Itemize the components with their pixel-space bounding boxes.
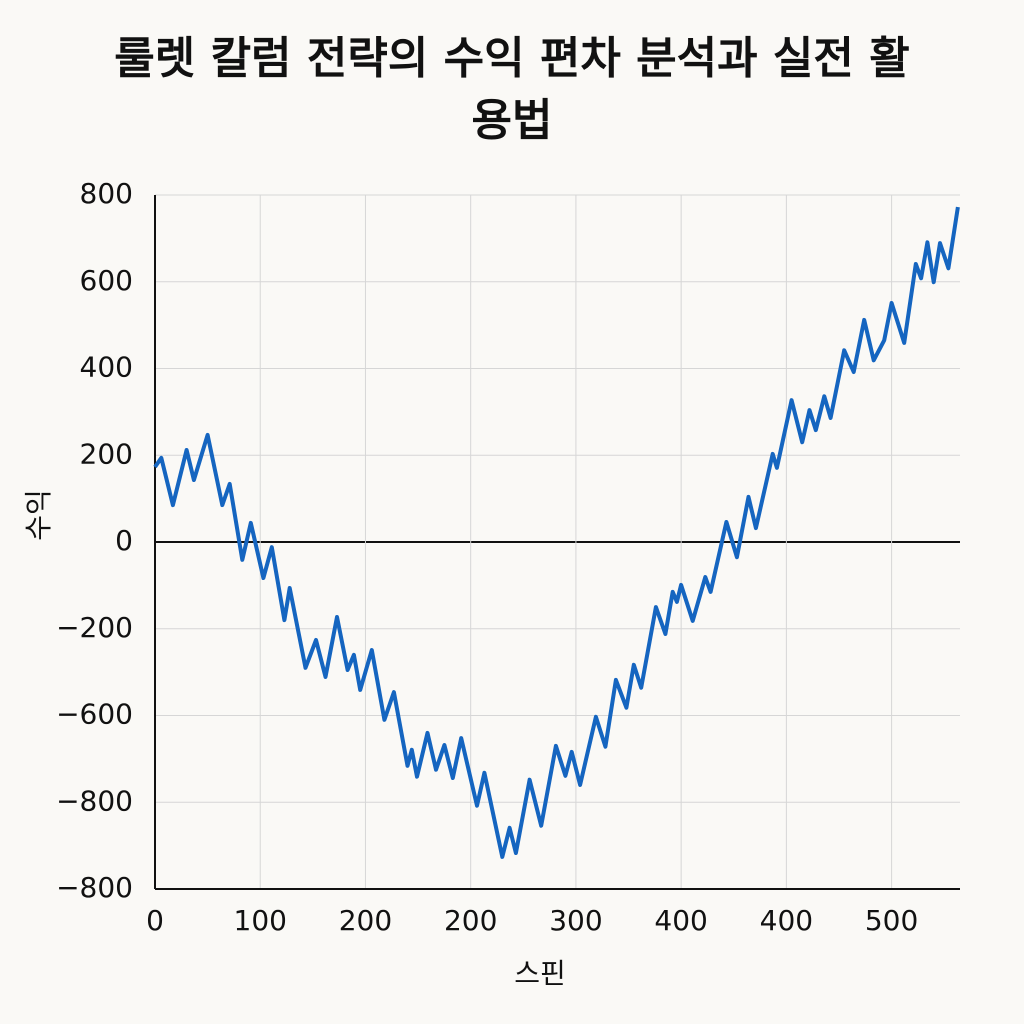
y-tick-label: 400 [80,351,133,384]
x-tick-label: 400 [760,904,813,937]
y-tick-label: 0 [115,524,133,557]
x-tick-label: 500 [865,904,918,937]
y-tick-label: −800 [56,871,133,904]
x-tick-label: 200 [444,904,497,937]
x-tick-label: 0 [146,904,164,937]
x-tick-label: 400 [654,904,707,937]
data-line [153,206,960,859]
y-axis-label: 수익 [22,489,55,541]
y-tick-label: 200 [80,437,133,470]
y-tick-label: 800 [80,177,133,210]
chart-title: 룰렛 칼럼 전략의 수익 편차 분석과 실전 활용법 [114,33,910,146]
y-tick-label: 600 [80,264,133,297]
x-tick-label: 100 [234,904,287,937]
y-tick-label: −200 [56,611,133,644]
y-tick-label: −600 [56,698,133,731]
x-axis-label: 스핀 [514,957,566,990]
y-tick-label: −800 [56,784,133,817]
x-tick-label: 300 [549,904,602,937]
x-tick-label: 200 [339,904,392,937]
